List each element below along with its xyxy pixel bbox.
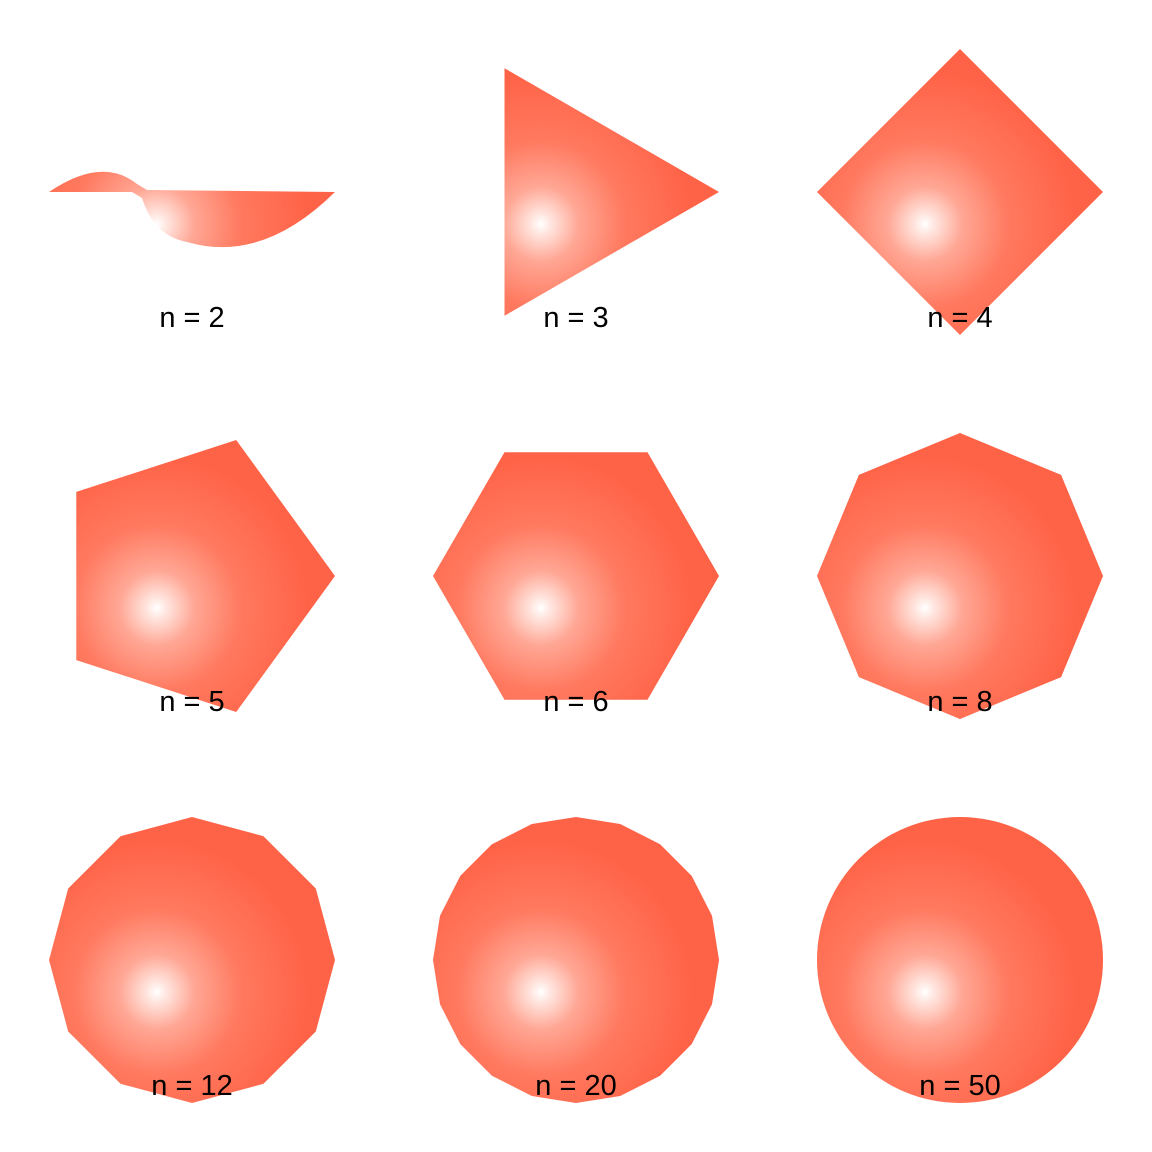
panel-n-50: n = 50 bbox=[817, 817, 1103, 1103]
panel-label: n = 2 bbox=[159, 302, 224, 334]
panel-label: n = 3 bbox=[543, 302, 608, 334]
polygon-shape bbox=[433, 817, 719, 1103]
polygon-shape bbox=[817, 817, 1103, 1103]
panels-layer: n = 2 n = 3 n = 4 n = 5 n = 6 n = 8 n = 12 n = … bbox=[49, 49, 1103, 1103]
panel-label: n = 5 bbox=[159, 686, 224, 718]
panel-n-3: n = 3 bbox=[504, 68, 719, 334]
panel-label: n = 6 bbox=[543, 686, 608, 718]
panel-n-5: n = 5 bbox=[76, 440, 336, 718]
polygon-shape bbox=[433, 452, 719, 700]
panel-n-4: n = 4 bbox=[817, 49, 1103, 335]
panel-label: n = 20 bbox=[535, 1070, 616, 1102]
panel-label: n = 8 bbox=[927, 686, 992, 718]
polygon-shape bbox=[76, 440, 336, 712]
polygon-shape bbox=[504, 68, 719, 316]
panel-label: n = 4 bbox=[927, 302, 992, 334]
panel-n-12: n = 12 bbox=[49, 817, 335, 1103]
polygon-shape bbox=[49, 171, 335, 248]
panel-n-2: n = 2 bbox=[49, 171, 335, 334]
panel-n-20: n = 20 bbox=[433, 817, 719, 1103]
polygon-shape bbox=[817, 49, 1103, 335]
panel-n-6: n = 6 bbox=[433, 452, 719, 718]
panel-n-8: n = 8 bbox=[817, 433, 1103, 719]
panel-label: n = 12 bbox=[151, 1070, 232, 1102]
polygon-shape bbox=[49, 817, 335, 1103]
panel-label: n = 50 bbox=[919, 1070, 1000, 1102]
polygon-shape bbox=[817, 433, 1103, 719]
